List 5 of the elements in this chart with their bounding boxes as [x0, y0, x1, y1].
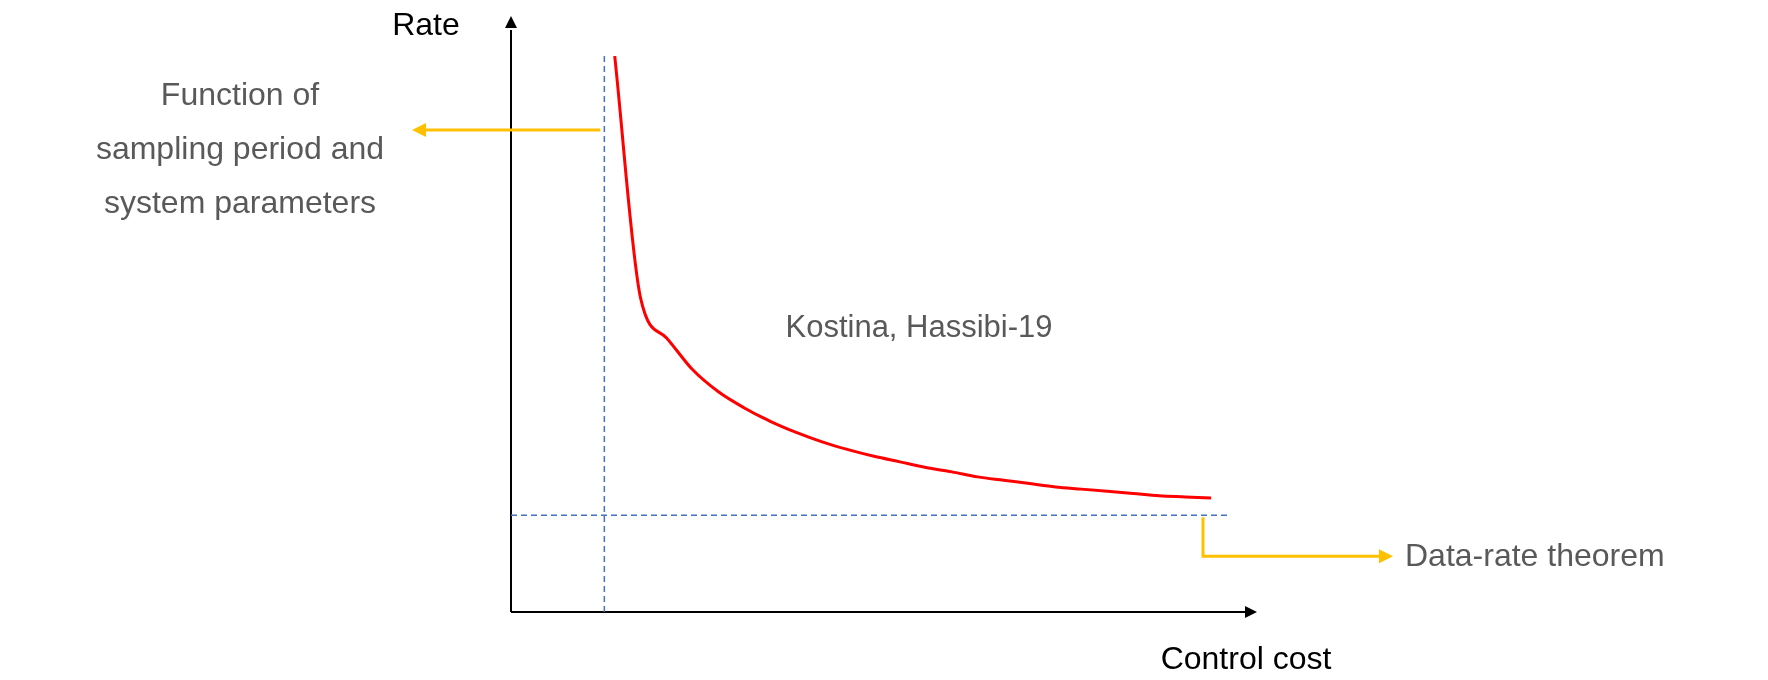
- text: Function of sampling period and system parameters: [95, 75, 385, 220]
- x-axis-title: Control cost: [1160, 639, 1332, 676]
- y-axis-title: Rate: [392, 5, 460, 42]
- ref-line-label: Data-rate theorem: [1405, 537, 1665, 574]
- annotation: Kostina, Hassibi-19: [785, 308, 1053, 344]
